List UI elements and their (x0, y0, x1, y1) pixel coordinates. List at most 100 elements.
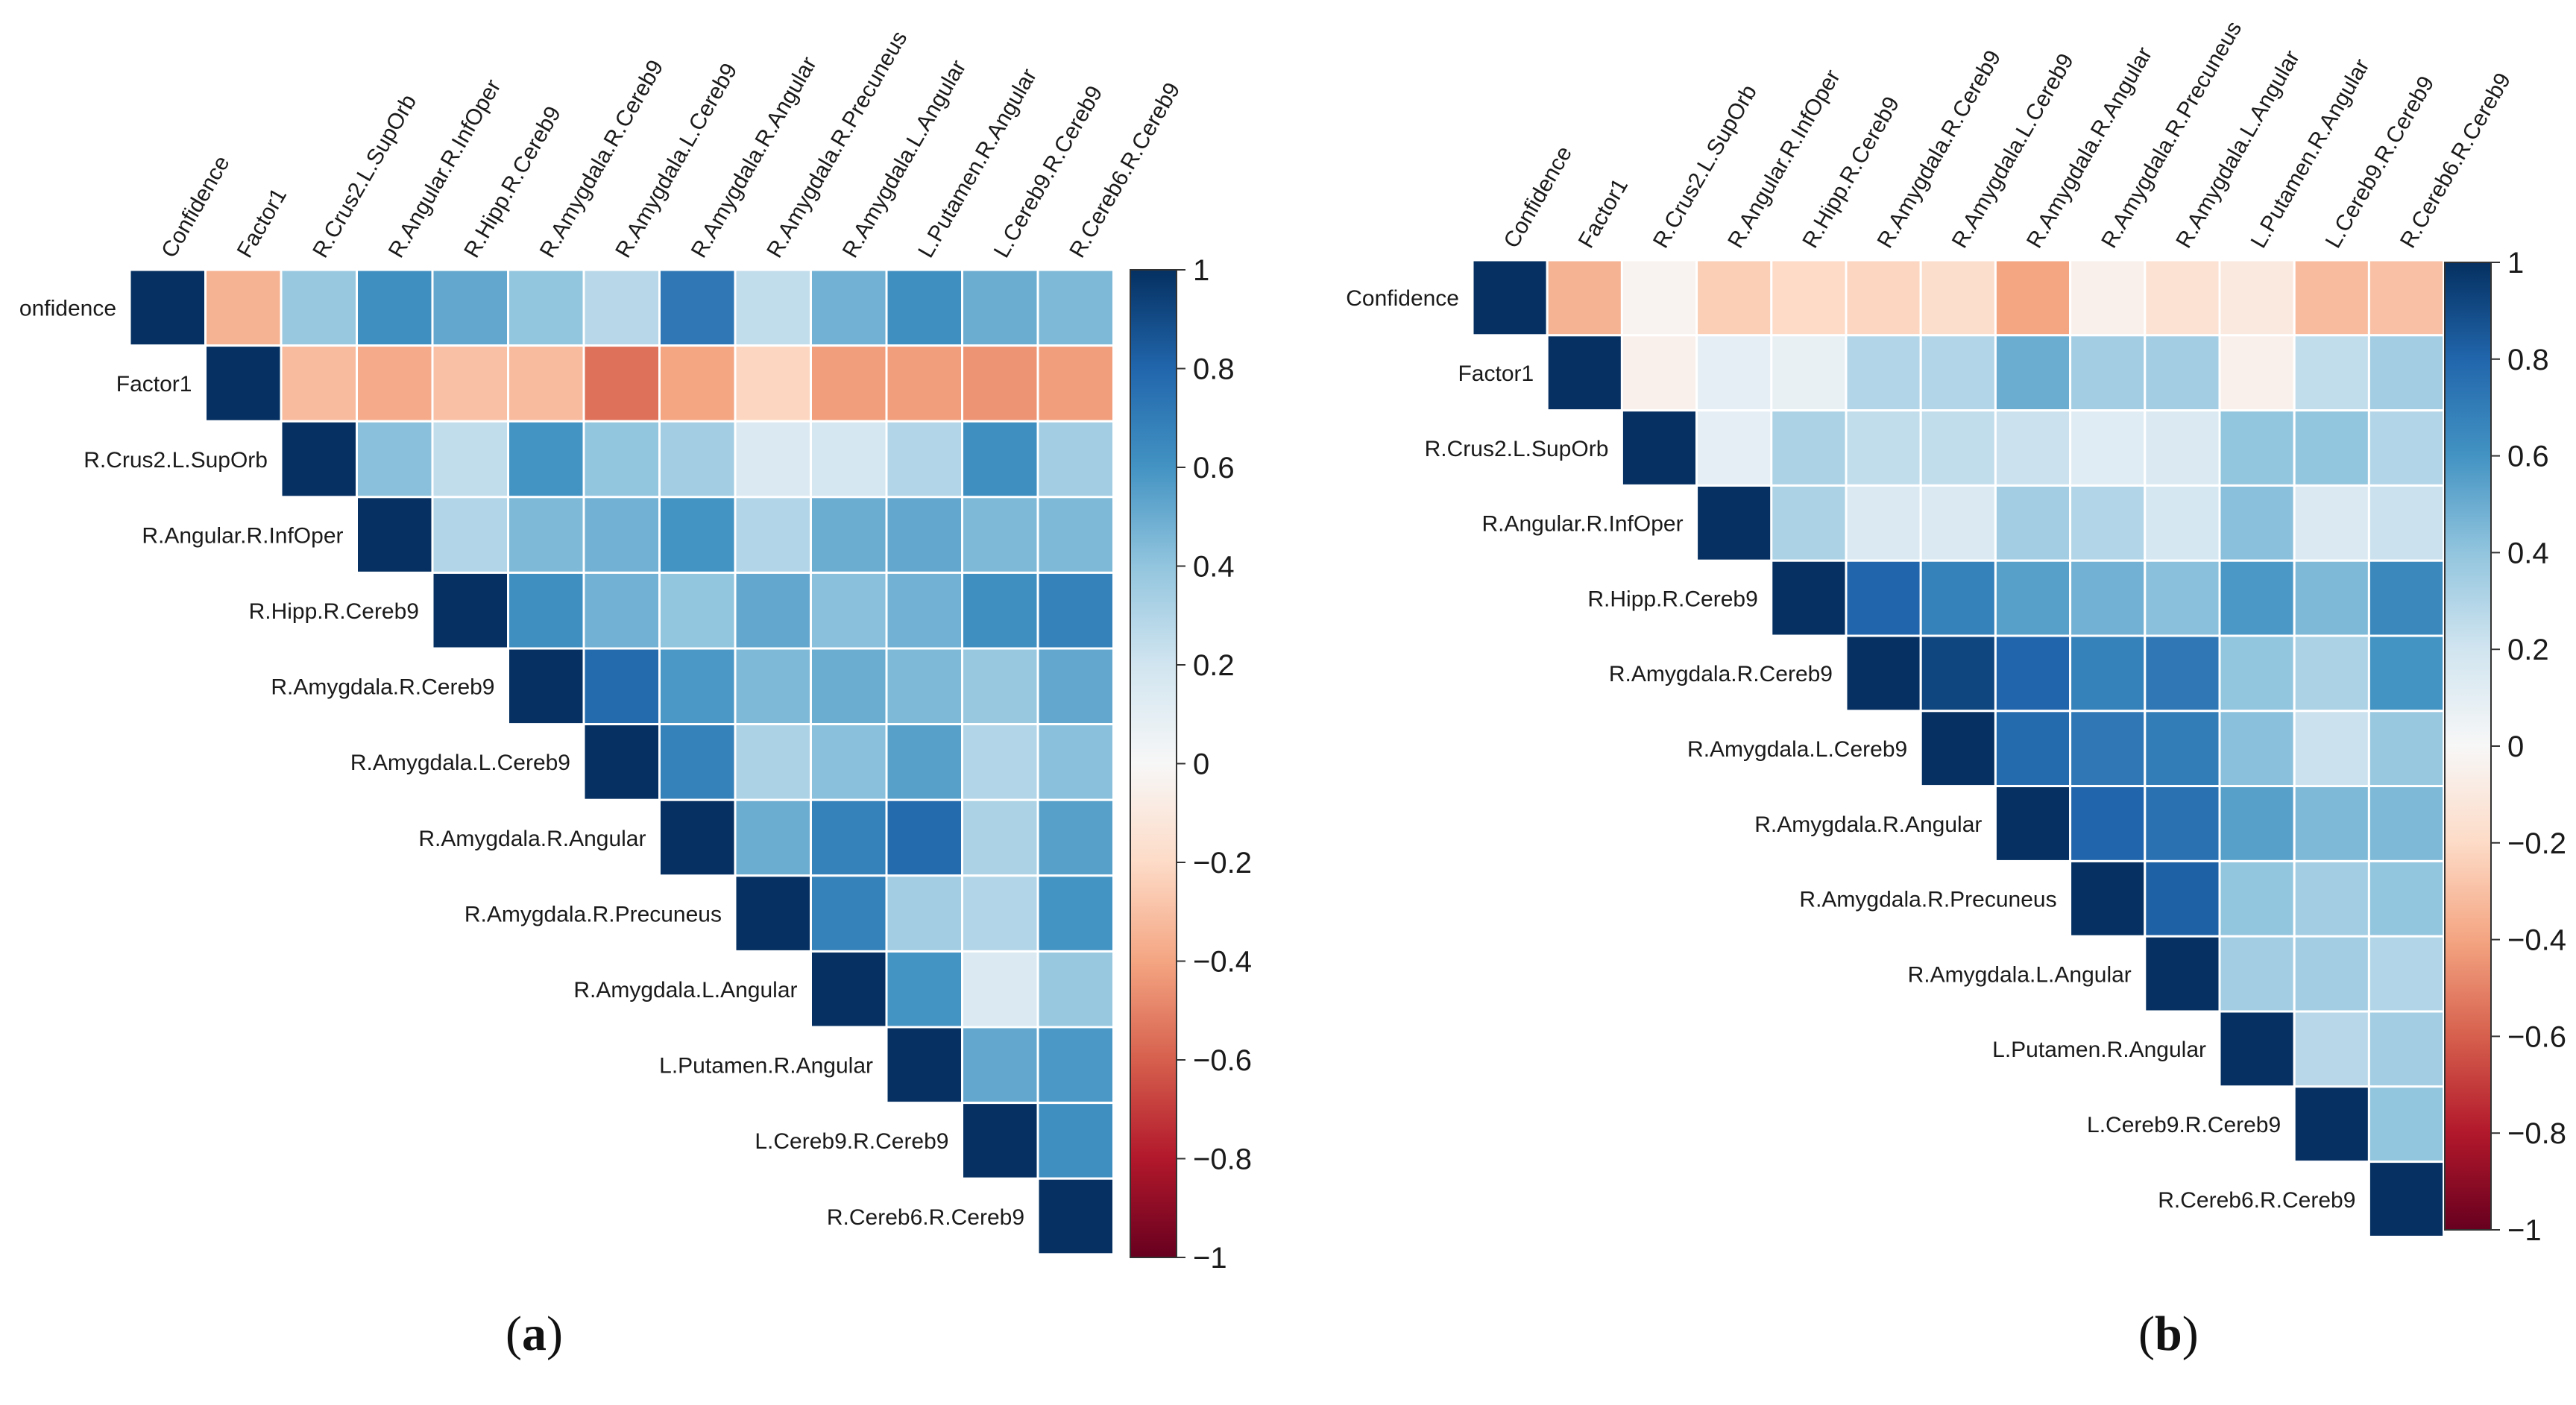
heatmap-a-row-label-12: R.Cereb6.R.Cereb9 (827, 1205, 1024, 1230)
heatmap-a-cell-3-3 (356, 496, 434, 574)
heatmap-b-cell-5-8 (2069, 634, 2147, 713)
heatmap-a-row-label-8: R.Amygdala.R.Precuneus (465, 902, 722, 926)
heatmap-a-cell-3-4 (431, 496, 509, 574)
heatmap-a-cell-0-10 (885, 268, 963, 347)
heatmap-b-cell-4-9 (2144, 559, 2221, 637)
heatmap-a-cell-1-2 (280, 344, 358, 423)
heatmap-a-cell-7-11 (961, 798, 1039, 877)
colorbar-b-tick-label-2: 0.6 (2507, 441, 2549, 473)
heatmap-a-cell-1-1 (204, 344, 283, 423)
heatmap-b-cell-6-7 (1994, 710, 2072, 788)
heatmap-b-row-label-12: R.Cereb6.R.Cereb9 (2158, 1188, 2355, 1213)
heatmap-a-cell-8-8 (734, 874, 812, 953)
heatmap-b-cell-9-10 (2218, 935, 2296, 1013)
heatmap-b-cell-5-10 (2218, 634, 2296, 713)
heatmap-panel-a: onfidence Factor1 R.Crus2.L.SupOrb R.Angula… (19, 27, 1252, 1361)
heatmap-b-cell-0-7 (1994, 259, 2072, 337)
heatmap-b-cell-8-11 (2293, 859, 2370, 938)
colorbar-b-tick-label-5: 0 (2507, 730, 2524, 763)
heatmap-b-cell-5-11 (2293, 634, 2370, 713)
heatmap-b-cell-0-10 (2218, 259, 2296, 337)
heatmap-b-row-label-11: L.Cereb9.R.Cereb9 (2087, 1113, 2281, 1137)
heatmap-a-cell-5-6 (582, 647, 661, 726)
colorbar-b-tick-label-3: 0.4 (2507, 537, 2549, 569)
heatmap-a-cell-2-7 (658, 420, 737, 499)
heatmap-a-row-label-1: Factor1 (116, 372, 192, 397)
heatmap-a-cell-5-8 (734, 647, 812, 726)
heatmap-b-cell-2-4 (1770, 409, 1848, 487)
heatmap-a-cell-3-7 (658, 496, 737, 574)
heatmap-a-row-label-7: R.Amygdala.R.Angular (418, 827, 646, 851)
colorbar-a-tick-label-4: 0.2 (1193, 649, 1235, 682)
heatmap-a-cell-7-7 (658, 798, 737, 877)
colorbar-a-tick-label-8: −0.6 (1193, 1044, 1252, 1077)
heatmap-b-cell-1-8 (2069, 334, 2147, 412)
heatmap-b-cell-3-7 (1994, 484, 2072, 562)
heatmap-b-cell-0-11 (2293, 259, 2370, 337)
heatmap-b-cell-2-5 (1845, 409, 1922, 487)
heatmap-b-row-label-2: R.Crus2.L.SupOrb (1425, 437, 1609, 461)
caption-b-letter: b (2154, 1307, 2182, 1361)
heatmap-a-col-label-1: Factor1 (233, 184, 292, 262)
heatmap-b-cell-10-10 (2218, 1010, 2296, 1088)
heatmap-a-cell-9-10 (885, 950, 963, 1029)
heatmap-b-cell-4-8 (2069, 559, 2147, 637)
heatmap-b-cell-2-3 (1695, 409, 1773, 487)
heatmap-a-row-label-11: L.Cereb9.R.Cereb9 (755, 1129, 948, 1154)
heatmap-a-cell-6-9 (810, 723, 888, 801)
heatmap-a-cell-6-11 (961, 723, 1039, 801)
heatmap-b-cell-0-8 (2069, 259, 2147, 337)
heatmap-b-cell-12-12 (2367, 1161, 2446, 1238)
heatmap-a-cell-0-7 (658, 268, 737, 347)
heatmap-a-cell-12-12 (1036, 1177, 1115, 1256)
heatmap-a-cell-8-12 (1036, 874, 1115, 953)
heatmap-b-cell-1-1 (1546, 334, 1623, 412)
heatmap-b-cell-2-10 (2218, 409, 2296, 487)
heatmap-a-cell-4-9 (810, 571, 888, 650)
heatmap-b-cell-4-11 (2293, 559, 2370, 637)
heatmap-a-cell-3-10 (885, 496, 963, 574)
heatmap-a-cell-5-9 (810, 647, 888, 726)
heatmap-a-cell-5-12 (1036, 647, 1115, 726)
heatmap-a-cell-11-11 (961, 1102, 1039, 1180)
heatmap-b-col-label-8: R.Amygdala.R.Precuneus (2097, 17, 2246, 252)
heatmap-a-cell-2-4 (431, 420, 509, 499)
heatmap-a-row-label-4: R.Hipp.R.Cereb9 (249, 599, 419, 624)
heatmap-b-col-label-1: Factor1 (1574, 174, 1633, 253)
heatmap-b-cell-1-11 (2293, 334, 2370, 412)
colorbar-b-tick-label-4: 0.2 (2507, 634, 2549, 666)
heatmap-b-cell-5-6 (1919, 634, 1997, 713)
heatmap-a-row-label-6: R.Amygdala.L.Cereb9 (350, 751, 570, 775)
heatmap-a-cell-2-12 (1036, 420, 1115, 499)
heatmap-b-cell-3-12 (2367, 484, 2446, 562)
heatmap-b-cell-6-11 (2293, 710, 2370, 788)
heatmap-b-cell-2-11 (2293, 409, 2370, 487)
heatmap-b-cell-0-12 (2367, 259, 2446, 337)
heatmap-a-cell-0-1 (204, 268, 283, 347)
heatmap-a-cell-1-4 (431, 344, 509, 423)
heatmap-a-cell-6-7 (658, 723, 737, 801)
heatmap-a-cell-0-11 (961, 268, 1039, 347)
colorbar-a-tick-label-5: 0 (1193, 748, 1209, 781)
heatmap-a-row-label-3: R.Angular.R.InfOper (142, 523, 343, 548)
heatmap-panel-b: Confidence Factor1 R.Crus2.L.SupOrb R.Angul… (1288, 0, 2576, 1405)
heatmap-b-cell-3-4 (1770, 484, 1848, 562)
heatmap-a-cell-10-11 (961, 1026, 1039, 1105)
heatmap-a-cell-1-6 (582, 344, 661, 423)
heatmap-a-col-label-8: R.Amygdala.R.Precuneus (762, 27, 912, 262)
heatmap-a-cell-5-10 (885, 647, 963, 726)
heatmap-a-cell-1-8 (734, 344, 812, 423)
colorbar-b-tick-label-6: −0.2 (2507, 827, 2566, 860)
heatmap-b-cell-3-11 (2293, 484, 2370, 562)
heatmap-b-cell-10-11 (2293, 1010, 2370, 1088)
colorbar-a-tick-label-7: −0.4 (1193, 946, 1252, 979)
heatmap-b-cell-0-9 (2144, 259, 2221, 337)
heatmap-a-cell-9-9 (810, 950, 888, 1029)
heatmap-b-row-label-8: R.Amygdala.R.Precuneus (1799, 888, 2056, 912)
heatmap-a-cell-4-10 (885, 571, 963, 650)
caption-b: (b) (2138, 1307, 2199, 1361)
heatmap-a-cell-0-8 (734, 268, 812, 347)
heatmap-a-cell-4-4 (431, 571, 509, 650)
heatmap-b-row-label-3: R.Angular.R.InfOper (1481, 512, 1683, 537)
colorbar-a-tick-label-1: 0.8 (1193, 353, 1235, 386)
